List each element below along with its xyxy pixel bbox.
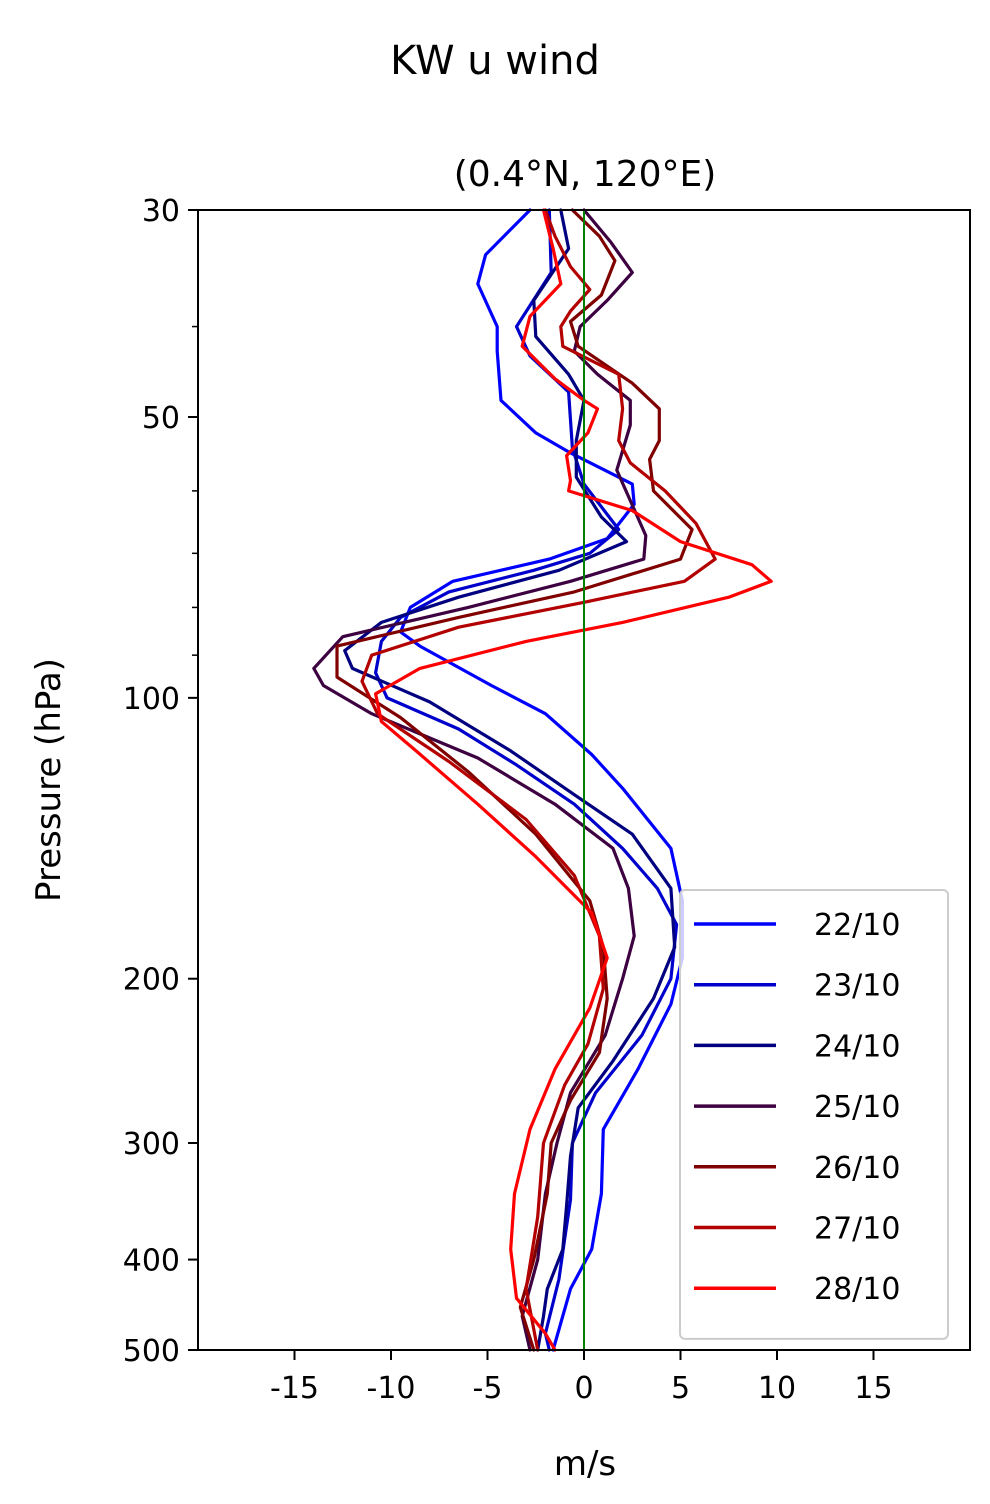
y-tick-label: 500 bbox=[123, 1334, 180, 1369]
legend-label: 26/10 bbox=[814, 1151, 900, 1186]
chart-title: KW u wind bbox=[390, 38, 600, 84]
legend-label: 24/10 bbox=[814, 1029, 900, 1064]
legend-label: 23/10 bbox=[814, 969, 900, 1004]
x-tick-label: 15 bbox=[854, 1371, 892, 1406]
series-line-25-10 bbox=[312, 208, 648, 1352]
legend-label: 25/10 bbox=[814, 1090, 900, 1125]
series-line-28-10 bbox=[374, 208, 773, 1352]
axis-ticks: -15 -10 -5 0 5 10 15 30 50 100 200 300 400 500 bbox=[123, 194, 893, 1406]
y-tick-label: 100 bbox=[123, 682, 180, 717]
legend: 22/10 23/10 24/10 25/10 26/10 27/10 28/10 bbox=[679, 889, 949, 1340]
axes-frame bbox=[197, 209, 971, 1351]
x-tick-label: -5 bbox=[473, 1371, 503, 1406]
chart-subtitle: (0.4°N, 120°E) bbox=[454, 154, 717, 195]
y-tick-label: 30 bbox=[142, 194, 180, 229]
legend-label: 27/10 bbox=[814, 1212, 900, 1247]
series-line-22-10 bbox=[399, 208, 684, 1352]
y-tick-label: 50 bbox=[142, 401, 180, 436]
x-axis-label: m/s bbox=[554, 1444, 616, 1484]
legend-label: 28/10 bbox=[814, 1272, 900, 1307]
x-tick-label: -10 bbox=[367, 1371, 416, 1406]
series-line-26-10 bbox=[335, 208, 694, 1352]
y-tick-label: 300 bbox=[123, 1127, 180, 1162]
y-tick-label: 200 bbox=[123, 963, 180, 998]
x-tick-label: 10 bbox=[758, 1371, 796, 1406]
legend-label: 22/10 bbox=[814, 908, 900, 943]
x-tick-label: 5 bbox=[671, 1371, 690, 1406]
x-tick-label: 0 bbox=[574, 1371, 593, 1406]
x-tick-label: -15 bbox=[270, 1371, 319, 1406]
series-line-24-10 bbox=[343, 208, 677, 1352]
y-tick-label: 400 bbox=[123, 1244, 180, 1279]
y-axis-label: Pressure (hPa) bbox=[29, 658, 69, 902]
plot-area bbox=[312, 208, 773, 1352]
